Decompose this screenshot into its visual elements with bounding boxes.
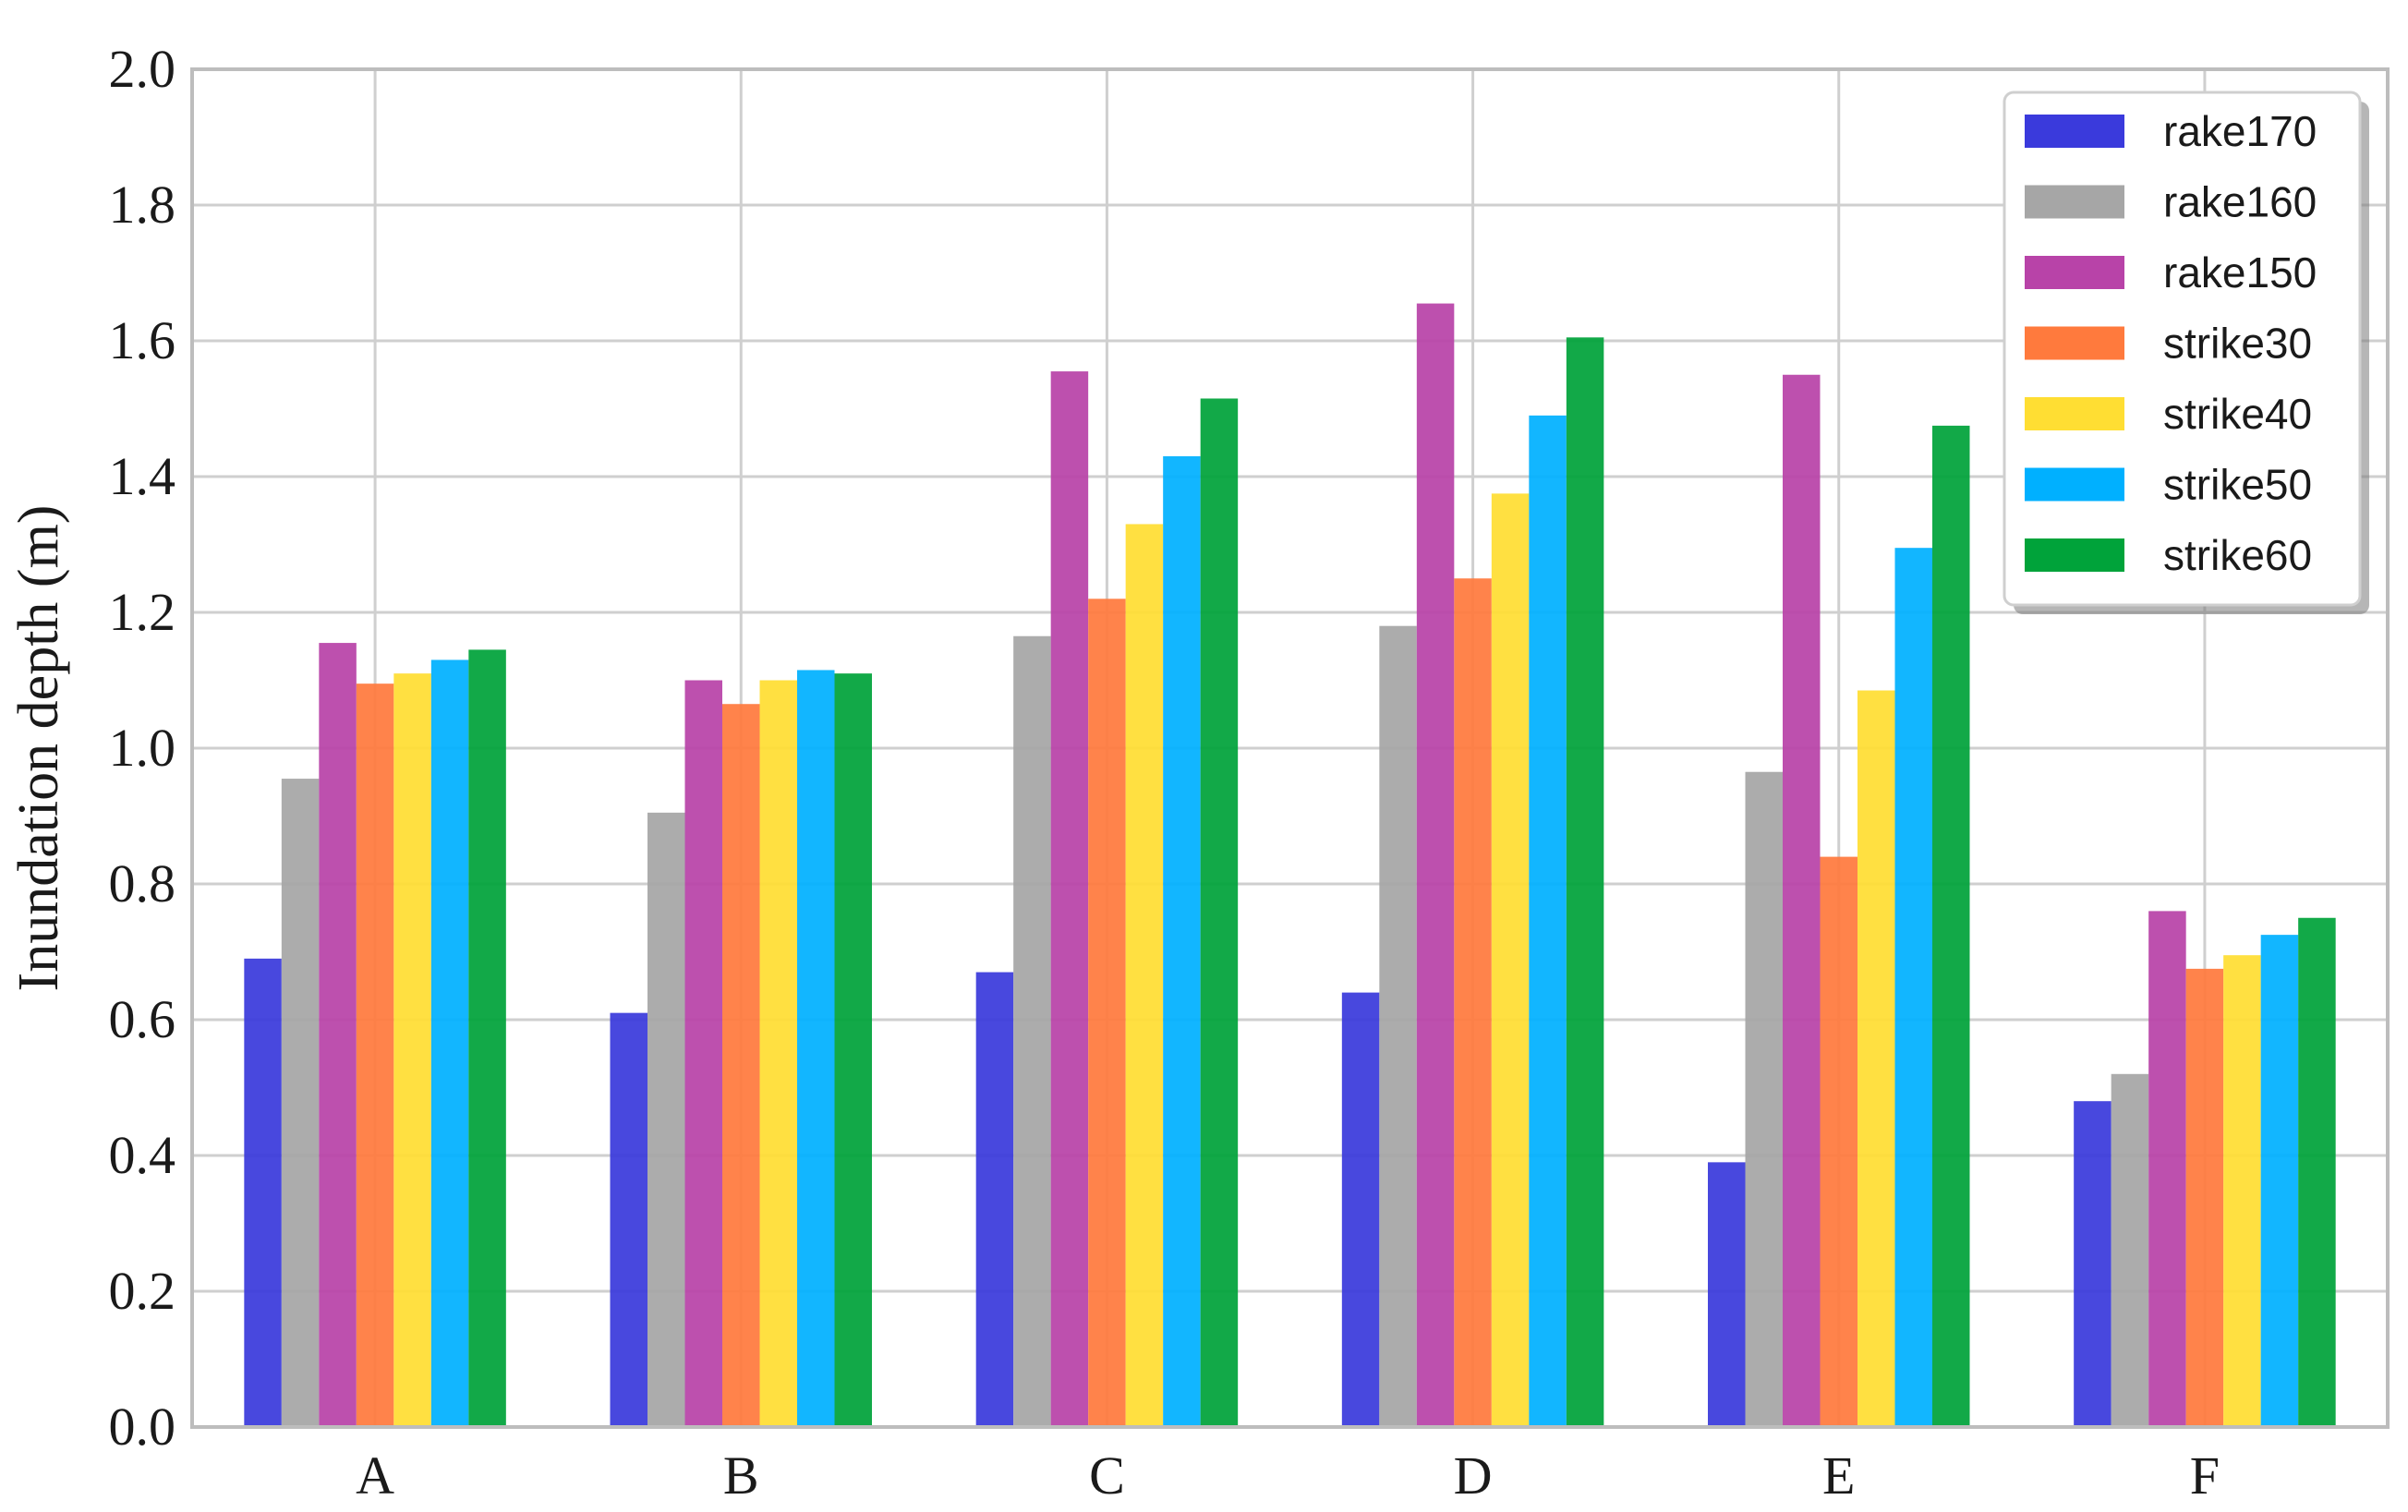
y-tick-label: 2.0 xyxy=(109,39,176,99)
bar-strike60-A xyxy=(468,649,506,1427)
bar-strike30-B xyxy=(722,704,760,1427)
legend-swatch-rake170 xyxy=(2025,115,2124,148)
legend-swatch-rake160 xyxy=(2025,185,2124,219)
bar-strike40-D xyxy=(1491,493,1530,1427)
y-tick-label: 1.4 xyxy=(109,446,176,506)
bar-rake160-A xyxy=(281,779,320,1427)
bar-rake160-C xyxy=(1013,635,1051,1427)
x-tick-label: C xyxy=(1089,1445,1125,1506)
bar-strike40-B xyxy=(759,680,797,1427)
bars-group xyxy=(244,303,2336,1428)
legend-swatch-strike40 xyxy=(2025,397,2124,430)
legend-label-rake150: rake150 xyxy=(2163,248,2317,296)
legend-label-rake160: rake160 xyxy=(2163,178,2317,226)
x-tick-label: B xyxy=(723,1445,759,1506)
bar-rake170-D xyxy=(1341,992,1380,1427)
bar-strike30-A xyxy=(356,683,394,1427)
y-tick-label: 0.8 xyxy=(109,853,176,913)
y-tick-label: 0.6 xyxy=(109,989,176,1049)
y-tick-label: 1.8 xyxy=(109,175,176,235)
bar-strike60-D xyxy=(1566,337,1604,1428)
bar-strike40-A xyxy=(393,673,431,1427)
y-axis-title: Inundation depth (m) xyxy=(7,505,70,992)
legend-swatch-strike50 xyxy=(2025,467,2124,502)
plot-frame xyxy=(190,67,2390,1429)
bar-strike50-B xyxy=(797,670,835,1427)
x-tick-label: A xyxy=(356,1445,394,1506)
y-tick-label: 0.0 xyxy=(109,1397,176,1457)
x-tick-label: F xyxy=(2190,1445,2220,1506)
bar-strike60-F xyxy=(2298,917,2336,1427)
bar-strike50-E xyxy=(1894,548,1932,1427)
bar-strike30-C xyxy=(1088,599,1126,1427)
bar-rake150-B xyxy=(684,680,722,1427)
bar-rake150-C xyxy=(1050,371,1089,1428)
legend-swatch-rake150 xyxy=(2025,256,2124,289)
legend-label-strike40: strike40 xyxy=(2163,390,2312,438)
bar-rake150-E xyxy=(1783,374,1821,1427)
bar-strike30-F xyxy=(2185,968,2224,1427)
legend-swatch-strike60 xyxy=(2025,538,2124,572)
bar-rake160-D xyxy=(1379,625,1417,1427)
x-tick-labels: A B C D E F xyxy=(356,1445,2220,1506)
x-tick-label: D xyxy=(1454,1445,1493,1506)
bar-strike40-C xyxy=(1125,524,1164,1427)
bar-rake170-A xyxy=(244,958,282,1427)
bar-strike50-A xyxy=(430,659,469,1427)
bar-rake150-D xyxy=(1416,303,1455,1428)
y-tick-label: 1.6 xyxy=(109,310,176,370)
bar-strike60-E xyxy=(1932,425,1970,1427)
bar-rake160-B xyxy=(647,812,685,1427)
bar-rake150-F xyxy=(2148,911,2186,1427)
x-tick-label: E xyxy=(1822,1445,1855,1506)
bar-strike30-E xyxy=(1820,856,1857,1427)
bar-rake170-C xyxy=(975,972,1014,1427)
bar-strike60-B xyxy=(834,673,872,1427)
bar-strike40-E xyxy=(1857,690,1895,1427)
bar-strike40-F xyxy=(2223,955,2261,1427)
legend-label-rake170: rake170 xyxy=(2163,107,2317,155)
bar-rake150-A xyxy=(319,643,357,1427)
bar-rake170-E xyxy=(1708,1162,1746,1427)
bar-strike50-D xyxy=(1529,415,1567,1428)
y-tick-label: 1.0 xyxy=(109,718,176,778)
bar-rake170-B xyxy=(610,1012,647,1427)
y-tick-label: 1.2 xyxy=(109,582,176,642)
y-tick-label: 0.2 xyxy=(109,1261,176,1321)
legend-label-strike30: strike30 xyxy=(2163,320,2312,368)
legend-label-strike50: strike50 xyxy=(2163,461,2312,509)
bar-strike50-C xyxy=(1163,455,1201,1428)
legend-label-strike60: strike60 xyxy=(2163,531,2312,579)
bar-strike50-F xyxy=(2260,935,2299,1427)
bar-rake170-F xyxy=(2074,1101,2112,1427)
bar-rake160-E xyxy=(1745,771,1783,1427)
bar-strike30-D xyxy=(1454,578,1492,1427)
bar-strike60-C xyxy=(1200,398,1239,1428)
bar-rake160-F xyxy=(2111,1073,2149,1427)
legend: rake170 rake160 rake150 strike30 strike40 str… xyxy=(2003,91,2369,614)
legend-swatch-strike30 xyxy=(2025,326,2124,360)
y-tick-labels: 0.0 0.2 0.4 0.6 0.8 1.0 1.2 1.4 1.6 1.8 2.0 xyxy=(109,39,176,1457)
y-tick-label: 0.4 xyxy=(109,1125,176,1185)
